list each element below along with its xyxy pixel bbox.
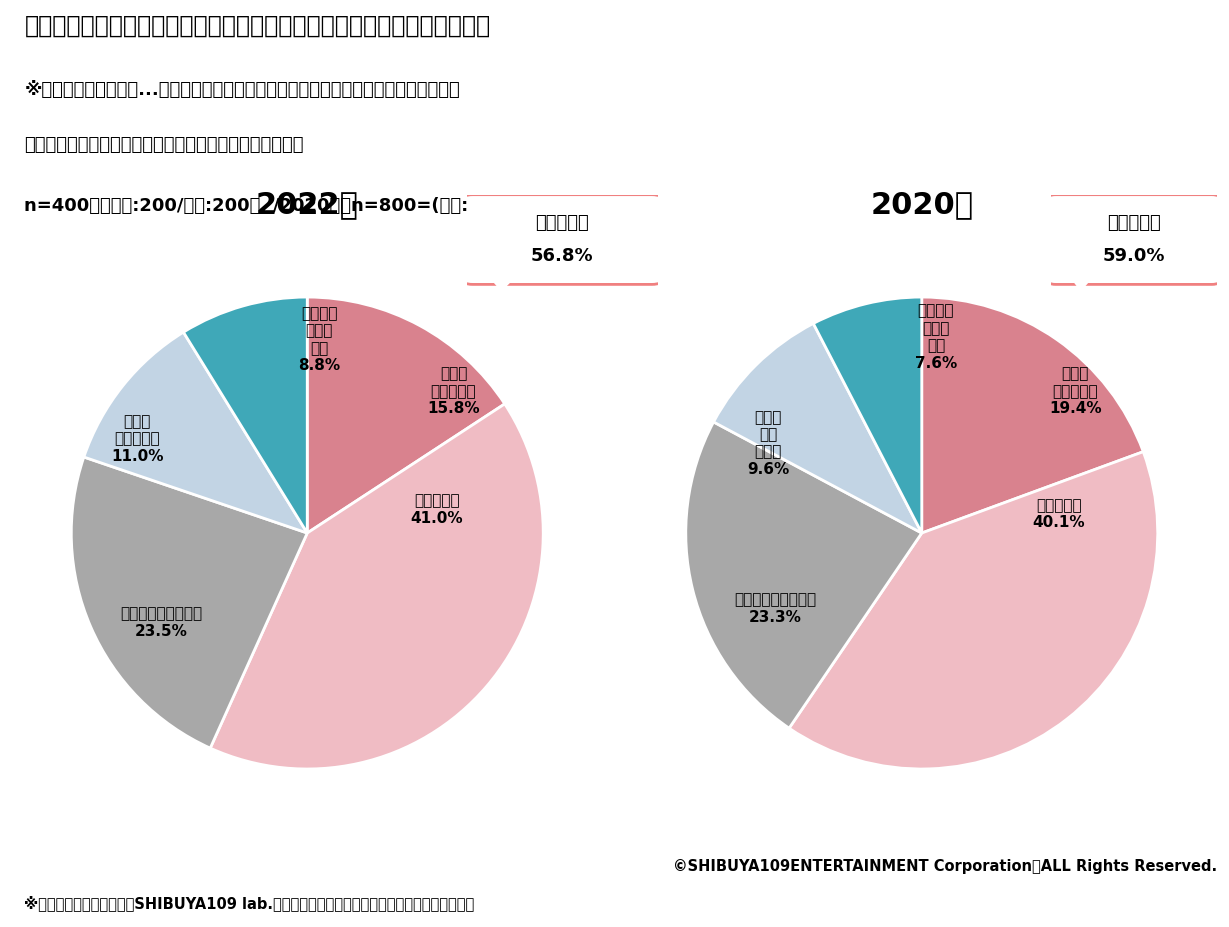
Wedge shape — [714, 324, 922, 533]
Wedge shape — [922, 297, 1143, 533]
Text: 関心がある
41.0%: 関心がある 41.0% — [410, 493, 463, 526]
FancyBboxPatch shape — [1057, 267, 1211, 277]
Text: ※社会的課題解決とは...環境問題、人種差別、性差別（ジェンダー平等）、貧困問題、: ※社会的課題解決とは...環境問題、人種差別、性差別（ジェンダー平等）、貧困問題… — [25, 81, 460, 98]
Wedge shape — [210, 404, 543, 769]
FancyBboxPatch shape — [1046, 195, 1222, 285]
Text: 関心がある: 関心がある — [1107, 214, 1160, 233]
Text: ※ご使用の際は、出典元がSHIBUYA109 lab.である旨を明記くださいますようお願いいたします: ※ご使用の際は、出典元がSHIBUYA109 lab.である旨を明記くださいます… — [25, 895, 474, 911]
FancyBboxPatch shape — [461, 195, 664, 285]
Wedge shape — [814, 297, 922, 533]
Text: 59.0%: 59.0% — [1102, 247, 1165, 265]
Text: あなたは、社会的課題解決に対して興味関心がありますか？（単一回答）: あなたは、社会的課題解決に対して興味関心がありますか？（単一回答） — [25, 13, 490, 37]
Wedge shape — [183, 297, 307, 533]
Text: どちらともいえない
23.3%: どちらともいえない 23.3% — [735, 592, 816, 625]
Wedge shape — [84, 332, 307, 533]
Text: あまり
関心がない
11.0%: あまり 関心がない 11.0% — [111, 413, 163, 464]
Text: あまり
関心
がない
9.6%: あまり 関心 がない 9.6% — [747, 410, 789, 477]
Text: 関心がある: 関心がある — [536, 214, 589, 233]
Wedge shape — [789, 451, 1158, 769]
Text: まったく
関心が
ない
8.8%: まったく 関心が ない 8.8% — [297, 306, 340, 374]
Text: すごく
関心がある
15.8%: すごく 関心がある 15.8% — [428, 366, 479, 416]
Text: どちらともいえない
23.5%: どちらともいえない 23.5% — [120, 606, 202, 639]
FancyBboxPatch shape — [474, 267, 650, 277]
Text: まったく
関心が
ない
7.6%: まったく 関心が ない 7.6% — [914, 303, 957, 371]
Title: 2020年: 2020年 — [870, 190, 973, 219]
Wedge shape — [71, 457, 307, 748]
Text: 56.8%: 56.8% — [531, 247, 594, 265]
Text: 戦争・紛争の問題、働き方の問題などの解決を指します。: 戦争・紛争の問題、働き方の問題などの解決を指します。 — [25, 135, 304, 154]
Polygon shape — [1070, 278, 1093, 292]
Text: 関心がある
40.1%: 関心がある 40.1% — [1032, 498, 1085, 530]
Text: ©SHIBUYA109ENTERTAINMENT Corporation　ALL Rights Reserved.: ©SHIBUYA109ENTERTAINMENT Corporation ALL… — [672, 859, 1217, 874]
Wedge shape — [307, 297, 505, 533]
Text: n=400　（男性:200/女性:200）  /2020年：n=800=(男性:400/女性:400): n=400 （男性:200/女性:200） /2020年：n=800=(男性:4… — [25, 197, 587, 215]
Title: 2022年: 2022年 — [256, 190, 359, 219]
Text: すごく
関心がある
19.4%: すごく 関心がある 19.4% — [1048, 366, 1101, 416]
Wedge shape — [686, 422, 922, 729]
Polygon shape — [490, 278, 515, 292]
